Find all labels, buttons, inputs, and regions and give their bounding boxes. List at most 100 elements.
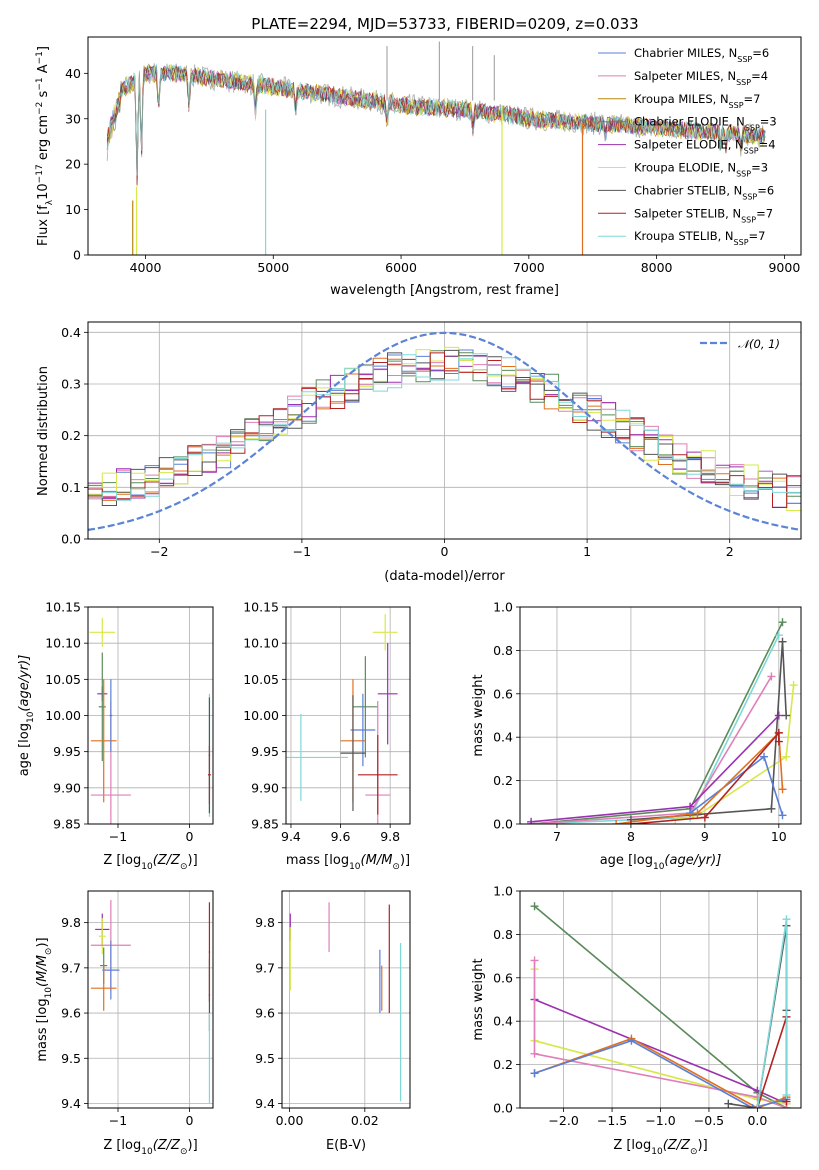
y-tick-label: 0.2 bbox=[61, 428, 81, 443]
plot-frame bbox=[519, 606, 802, 825]
x-tick-label: −2.0 bbox=[548, 1113, 578, 1128]
x-tick-label: 2 bbox=[726, 544, 734, 559]
data-point bbox=[109, 679, 113, 752]
y-tick-label: 9.95 bbox=[53, 744, 81, 759]
y-tick-label: 1.0 bbox=[493, 600, 513, 615]
series-marker bbox=[782, 711, 791, 720]
series-line bbox=[531, 634, 780, 824]
data-point bbox=[352, 656, 378, 758]
series-marker bbox=[774, 711, 783, 720]
series-marker bbox=[782, 915, 791, 924]
residual-histogram-panel: −2 −1 0 1 2 0.0 0.1 0.2 0.3 0.4 𝒩(0, 1) (data-model… bbox=[36, 321, 802, 584]
data-point bbox=[208, 1013, 211, 1104]
series-line bbox=[531, 675, 773, 824]
y-tick-label: 9.6 bbox=[61, 1006, 81, 1021]
axis-label: Z [log10(Z/Z⊙)] bbox=[103, 853, 197, 872]
x-tick-label: 8000 bbox=[641, 260, 673, 275]
axis-label: age [log10(age/yr)] bbox=[17, 655, 36, 777]
series-marker bbox=[767, 672, 776, 681]
series-marker bbox=[782, 752, 791, 761]
data-point bbox=[350, 693, 376, 767]
series-marker bbox=[774, 631, 783, 640]
y-tick-label: 40 bbox=[65, 66, 81, 81]
plot-frame bbox=[87, 890, 214, 1109]
series-marker bbox=[626, 820, 635, 824]
legend-entry: Kroupa STELIB, NSSP=7 bbox=[634, 229, 765, 247]
x-tick-label: 4000 bbox=[130, 260, 162, 275]
series-marker bbox=[760, 752, 769, 761]
y-tick-label: 9.4 bbox=[255, 1096, 275, 1111]
x-tick-label: −1 bbox=[109, 1113, 127, 1128]
y-tick-label: 0.2 bbox=[493, 1057, 513, 1072]
residual-histogram bbox=[88, 353, 801, 501]
y-tick-label: 0.6 bbox=[493, 970, 513, 985]
series-line bbox=[756, 1016, 788, 1108]
x-tick-label: 0 bbox=[185, 829, 193, 844]
series-marker bbox=[789, 681, 798, 690]
y-tick-label: 9.6 bbox=[255, 1006, 275, 1021]
y-tick-label: 0.1 bbox=[61, 480, 81, 495]
mass-vs-metallicity-panel: −1 0 9.4 9.5 9.6 9.7 9.8 Z [log10(Z/Z⊙)] mass [l… bbox=[35, 890, 214, 1157]
series-lines bbox=[527, 618, 798, 824]
y-tick-label: 10.15 bbox=[243, 600, 279, 615]
plot-frame bbox=[281, 890, 411, 1109]
y-tick-label: 1.0 bbox=[493, 884, 513, 899]
y-tick-label: 10.05 bbox=[243, 672, 279, 687]
y-tick-label: 0.0 bbox=[493, 1101, 513, 1116]
y-tick-label: 20 bbox=[65, 157, 81, 172]
series-line bbox=[630, 641, 787, 821]
y-tick-label: 10.00 bbox=[45, 708, 81, 723]
legend-entry: 𝒩(0, 1) bbox=[738, 337, 780, 351]
legend-entry: Kroupa MILES, NSSP=7 bbox=[634, 92, 760, 110]
y-tick-label: 0 bbox=[73, 248, 81, 263]
plot-frame bbox=[285, 606, 411, 825]
y-tick-label: 10 bbox=[65, 202, 81, 217]
axis-label: age [log10(age/yr)] bbox=[600, 853, 722, 872]
error-bars bbox=[89, 617, 211, 824]
series-marker bbox=[767, 804, 776, 813]
y-tick-label: 0.4 bbox=[493, 730, 513, 745]
x-tick-label: 9000 bbox=[768, 260, 800, 275]
series-marker bbox=[774, 728, 783, 737]
x-tick-label: 0 bbox=[185, 1113, 193, 1128]
y-tick-label: 10.00 bbox=[243, 708, 279, 723]
data-point bbox=[208, 697, 211, 814]
error-bars bbox=[289, 902, 402, 1102]
x-tick-label: 7000 bbox=[513, 260, 545, 275]
y-tick-label: 9.85 bbox=[53, 817, 81, 832]
y-tick-label: 9.5 bbox=[255, 1051, 275, 1066]
model-spectrum bbox=[106, 63, 766, 176]
plot-frame bbox=[519, 890, 802, 1109]
x-tick-label: 9 bbox=[701, 829, 709, 844]
legend-entry: Chabrier ELODIE, NSSP=3 bbox=[634, 115, 777, 133]
x-tick-label: −1.5 bbox=[597, 1113, 627, 1128]
data-point bbox=[372, 614, 398, 651]
data-point bbox=[102, 940, 120, 1000]
series-line bbox=[615, 731, 784, 824]
y-tick-label: 0.3 bbox=[61, 377, 81, 392]
legend-entry: Chabrier MILES, NSSP=6 bbox=[634, 46, 769, 64]
legend-entry: Kroupa ELODIE, NSSP=3 bbox=[634, 161, 768, 179]
data-point bbox=[357, 735, 398, 815]
series-marker bbox=[530, 902, 539, 911]
plot-frame bbox=[87, 606, 214, 825]
series-marker bbox=[748, 1104, 757, 1108]
y-tick-label: 0.8 bbox=[493, 643, 513, 658]
y-tick-label: 0.4 bbox=[61, 325, 81, 340]
y-tick-label: 9.90 bbox=[251, 780, 279, 795]
y-tick-label: 9.90 bbox=[53, 780, 81, 795]
axis-label: Z [log10(Z/Z⊙)] bbox=[103, 1138, 197, 1157]
x-axis-label: E(B-V) bbox=[326, 1138, 366, 1153]
y-tick-label: 9.7 bbox=[255, 960, 275, 975]
x-axis-label: wavelength [Angstrom, rest frame] bbox=[330, 283, 559, 298]
error-bars bbox=[286, 614, 398, 824]
x-tick-label: 10 bbox=[771, 829, 787, 844]
data-point bbox=[98, 652, 106, 762]
series-marker bbox=[627, 1036, 636, 1045]
y-tick-label: 0.4 bbox=[493, 1014, 513, 1029]
y-tick-label: 0.2 bbox=[493, 773, 513, 788]
histograms bbox=[88, 331, 801, 531]
spectrum-panel: 4000 5000 6000 7000 8000 9000 0 10 20 30 40 wavelen… bbox=[35, 36, 802, 298]
x-tick-label: 9.6 bbox=[331, 829, 351, 844]
y-tick-label: 10.10 bbox=[243, 636, 279, 651]
